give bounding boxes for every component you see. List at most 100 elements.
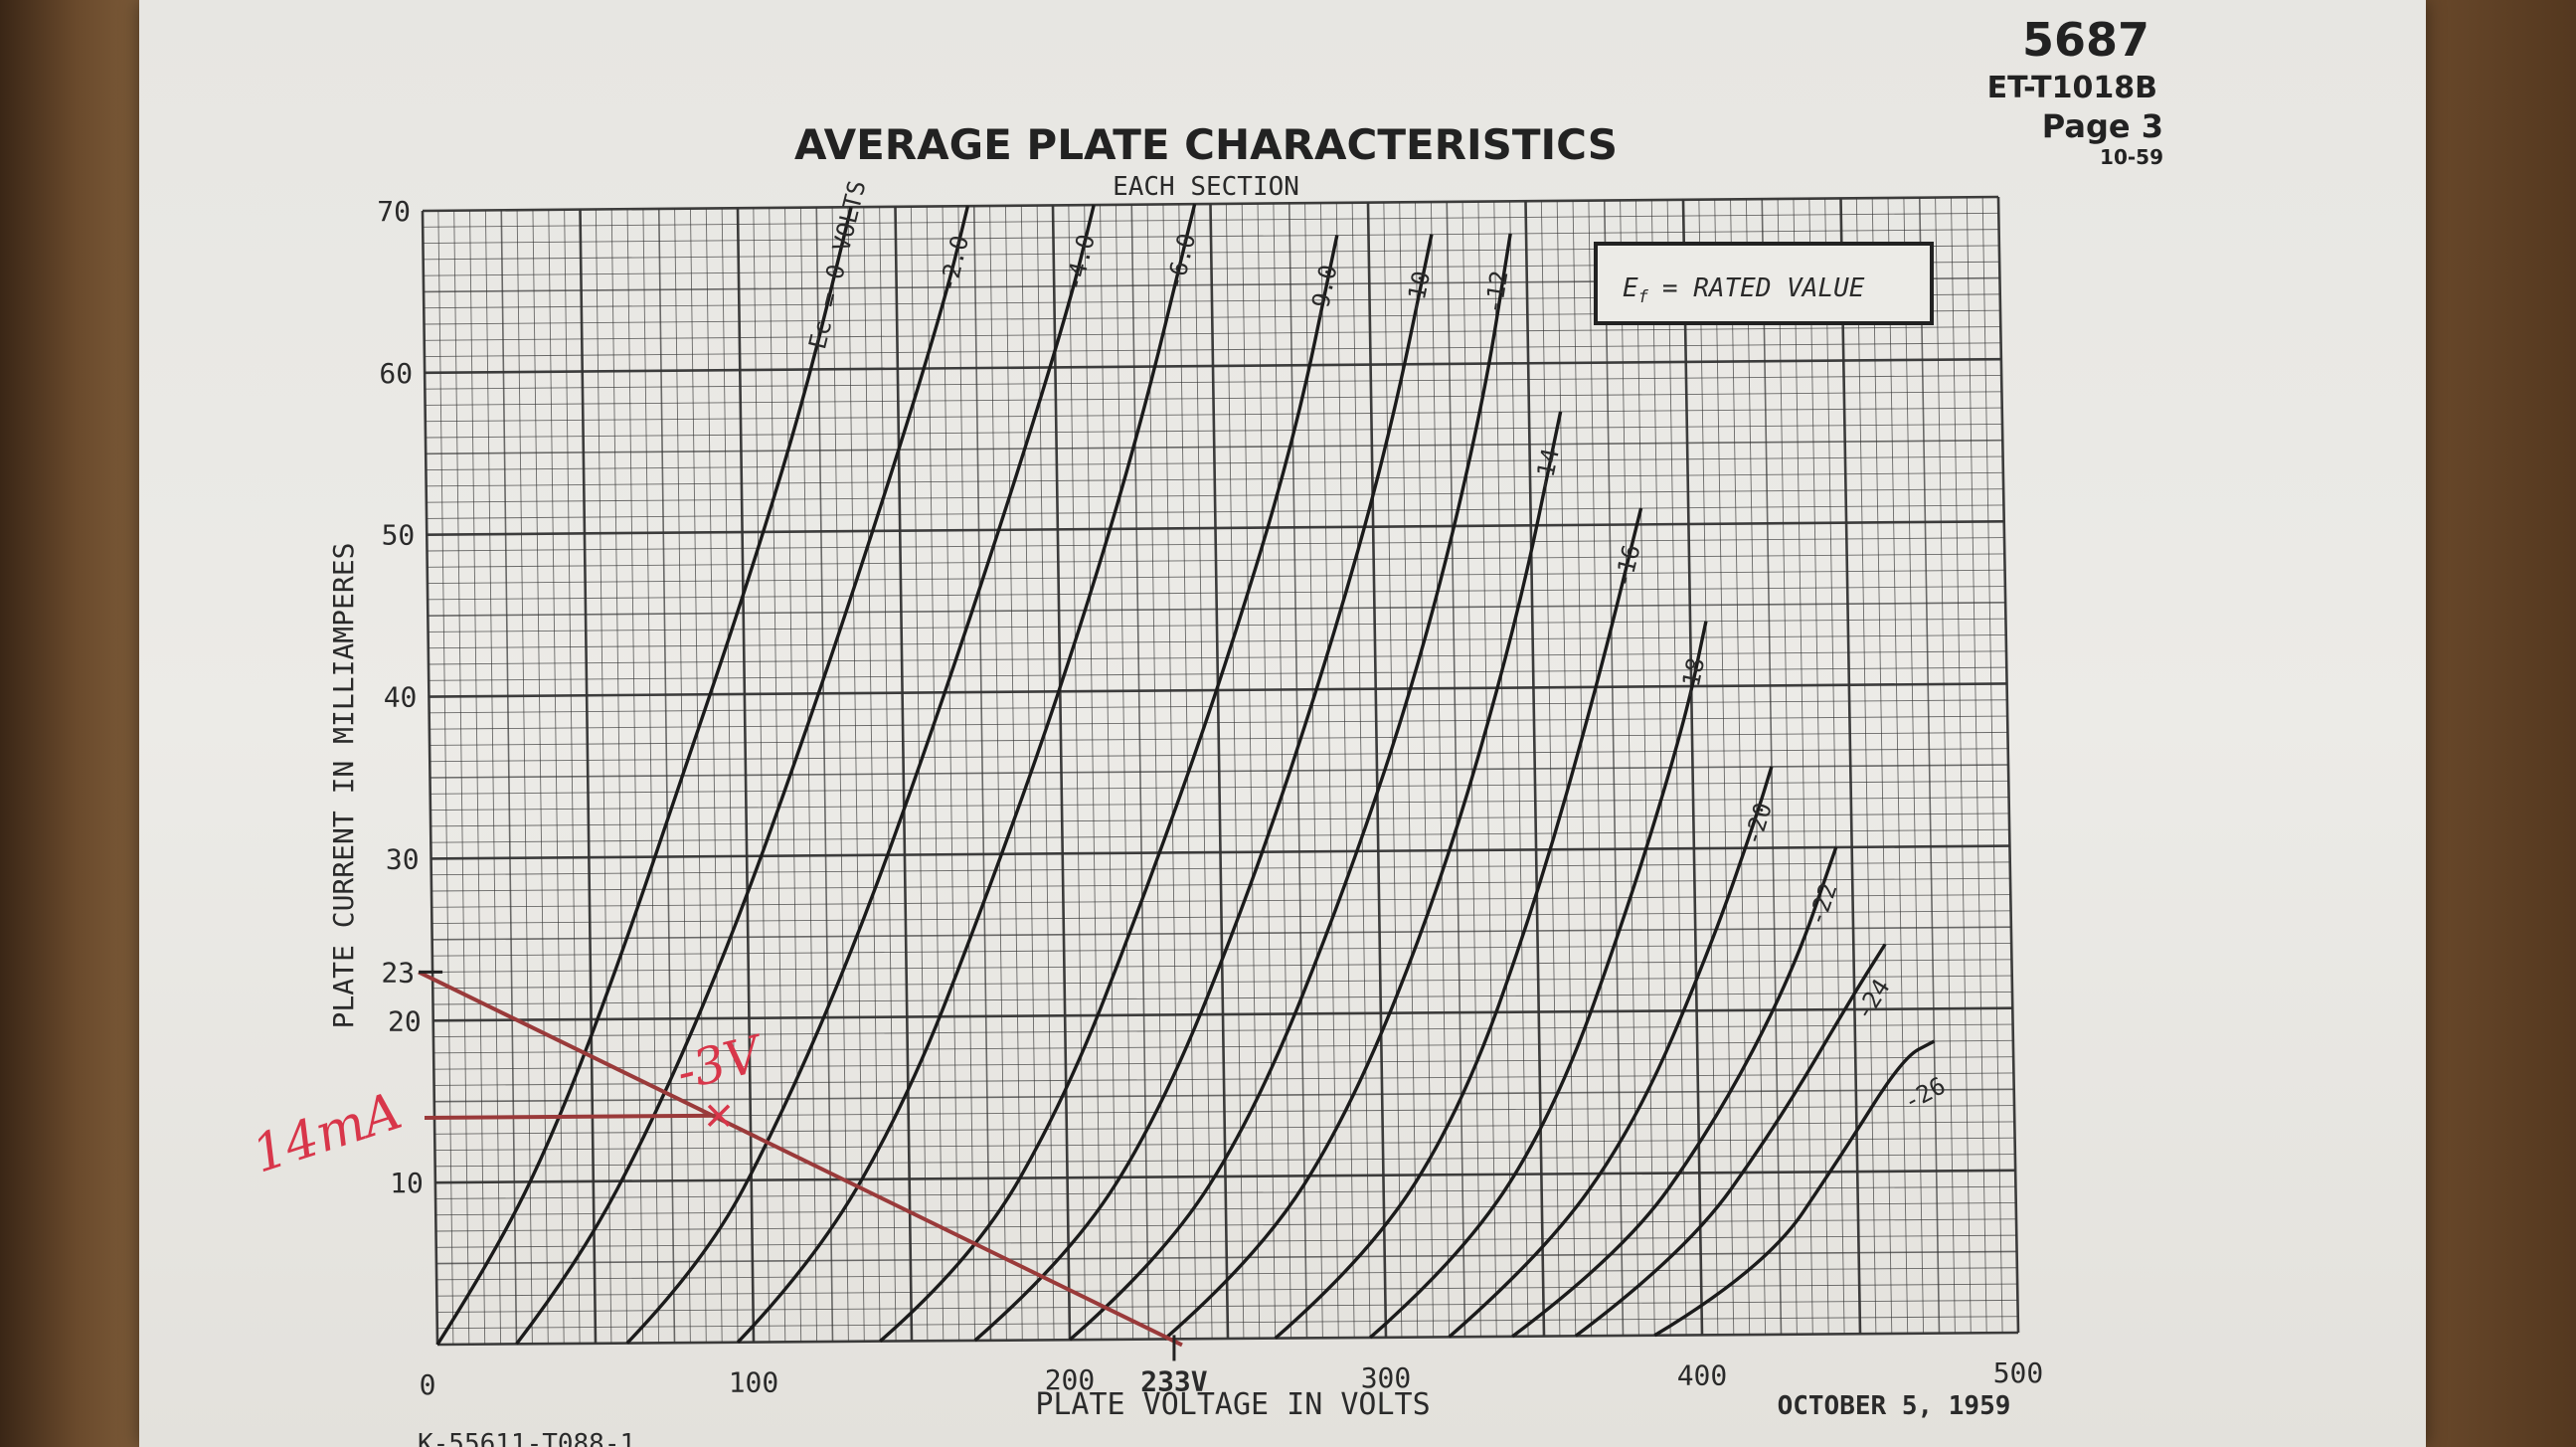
grid-line-horizontal xyxy=(425,407,2002,423)
grid-line-horizontal xyxy=(429,797,2009,812)
series-label-3: -6.0 xyxy=(1160,231,1201,293)
grid-line-horizontal xyxy=(429,748,2008,763)
grid-line-horizontal xyxy=(430,813,2009,827)
grid-line-horizontal xyxy=(432,975,2012,990)
series-label-4: -9.0 xyxy=(1303,263,1342,324)
series-line-6 xyxy=(1068,233,1512,1342)
series-label-8: -16 xyxy=(1609,542,1646,591)
grid-line-horizontal xyxy=(427,537,2005,552)
grid-line-horizontal xyxy=(431,943,2012,957)
grid-line-horizontal xyxy=(428,650,2007,665)
series-line-5 xyxy=(973,234,1434,1343)
y-tick-label: 10 xyxy=(390,1167,424,1199)
grid-line-horizontal xyxy=(428,634,2006,649)
series-line-4 xyxy=(879,235,1339,1343)
series-line-11 xyxy=(1511,846,1838,1339)
chart-grid xyxy=(421,195,2020,1347)
grid-line-horizontal xyxy=(428,602,2006,617)
grid-line-horizontal xyxy=(426,471,2003,487)
grid-line-horizontal xyxy=(433,1072,2014,1086)
x-tick-label: 400 xyxy=(1677,1358,1728,1391)
grid-line-horizontal xyxy=(431,910,2011,925)
document-code: ET-T1018B xyxy=(1987,71,2157,105)
series-label-11: -22 xyxy=(1803,879,1843,929)
grid-line-horizontal xyxy=(431,926,2011,941)
grid-line-horizontal xyxy=(430,828,2010,843)
desk-right xyxy=(2407,0,2576,1447)
x-axis-label: PLATE VOLTAGE IN VOLTS xyxy=(1035,1387,1430,1422)
bias-current-line xyxy=(424,1113,720,1120)
current-annotation: 23 xyxy=(381,956,415,989)
grid-line-horizontal xyxy=(423,229,1999,245)
grid-line-horizontal xyxy=(435,1250,2017,1265)
grid-line-horizontal xyxy=(434,1137,2015,1152)
series-label-2: -4.0 xyxy=(1060,232,1101,294)
grid-line-horizontal xyxy=(429,780,2009,795)
x-tick-label: 500 xyxy=(1993,1357,2044,1389)
series-label-10: -20 xyxy=(1738,800,1777,849)
grid-line-horizontal xyxy=(435,1218,2017,1232)
grid-line-horizontal xyxy=(425,391,2002,406)
y-tick-label: 50 xyxy=(382,519,416,552)
grid-line-horizontal xyxy=(429,666,2007,681)
x-tick-label: 100 xyxy=(729,1366,779,1399)
grid-line-horizontal xyxy=(424,342,2001,358)
series-line-13 xyxy=(1653,1039,1936,1338)
grid-line-horizontal xyxy=(424,326,2001,341)
x-tick-label: 200 xyxy=(1045,1363,1096,1396)
datasheet-page xyxy=(139,0,2426,1447)
grid-line-horizontal xyxy=(428,618,2006,633)
grid-line-horizontal xyxy=(426,488,2004,503)
grid-line-horizontal xyxy=(435,1185,2016,1199)
legend-text: Ef = RATED VALUE xyxy=(1623,273,1865,307)
grid-line-horizontal xyxy=(425,375,2002,390)
grid-line-horizontal xyxy=(427,519,2004,537)
grid-line-horizontal xyxy=(429,715,2008,730)
grid-line-horizontal xyxy=(432,1023,2013,1038)
grid-line-horizontal xyxy=(426,439,2003,455)
load-line xyxy=(418,970,1183,1348)
series-line-7 xyxy=(1163,411,1563,1341)
grid-line-horizontal xyxy=(436,1283,2018,1297)
grid-line-horizontal xyxy=(425,423,2003,439)
grid-line-horizontal xyxy=(436,1299,2018,1313)
grid-line-horizontal xyxy=(429,764,2009,779)
drawing-number: K-55611-T088-1 xyxy=(418,1429,635,1447)
page-number: Page 3 xyxy=(2042,107,2163,145)
series-label-12: -24 xyxy=(1849,974,1896,1025)
grid-line-horizontal xyxy=(431,894,2011,908)
series-line-3 xyxy=(736,203,1197,1344)
grid-line-horizontal xyxy=(432,959,2012,973)
desk-left xyxy=(0,0,139,1447)
series-label-7: -14 xyxy=(1529,446,1565,493)
series-label-9: -18 xyxy=(1674,655,1710,703)
y-tick-label: 40 xyxy=(384,681,418,714)
y-tick-label: 70 xyxy=(377,195,411,228)
grid-line-horizontal xyxy=(436,1316,2018,1330)
series-label-5: -10 xyxy=(1400,269,1436,316)
y-tick-label: 60 xyxy=(379,357,413,390)
operating-point-marker xyxy=(707,1104,731,1128)
tube-type: 5687 xyxy=(2022,13,2149,67)
series-label-13: -26 xyxy=(1899,1071,1950,1116)
y-tick-label: 20 xyxy=(388,1004,422,1037)
chart-title: AVERAGE PLATE CHARACTERISTICS xyxy=(794,120,1618,169)
series-label-6: -12 xyxy=(1479,269,1514,315)
series-line-12 xyxy=(1574,943,1887,1338)
series-line-0 xyxy=(435,206,853,1346)
grid-line-horizontal xyxy=(433,1088,2014,1103)
grid-line-horizontal xyxy=(428,586,2005,601)
axis-ticks: 0 100 200 300 400 500 10 20 30 40 50 60 70 xyxy=(377,195,2043,1401)
grid-line-horizontal xyxy=(429,699,2007,714)
x-tick-label: 300 xyxy=(1361,1361,1412,1394)
current-handwritten-label: 14mA xyxy=(246,1081,409,1184)
x-tick-label: 0 xyxy=(420,1368,436,1401)
grid-line-horizontal xyxy=(426,455,2003,471)
legend-box: Ef = RATED VALUE xyxy=(1594,242,1934,325)
y-axis-label: PLATE CURRENT IN MILLIAMPERES xyxy=(327,543,360,1029)
grid-line-horizontal xyxy=(434,1121,2015,1135)
y-tick-label: 30 xyxy=(386,842,420,875)
grid-line-horizontal xyxy=(430,877,2011,892)
series-label-1: -2.0 xyxy=(934,233,974,295)
grid-line-horizontal xyxy=(422,195,1999,213)
